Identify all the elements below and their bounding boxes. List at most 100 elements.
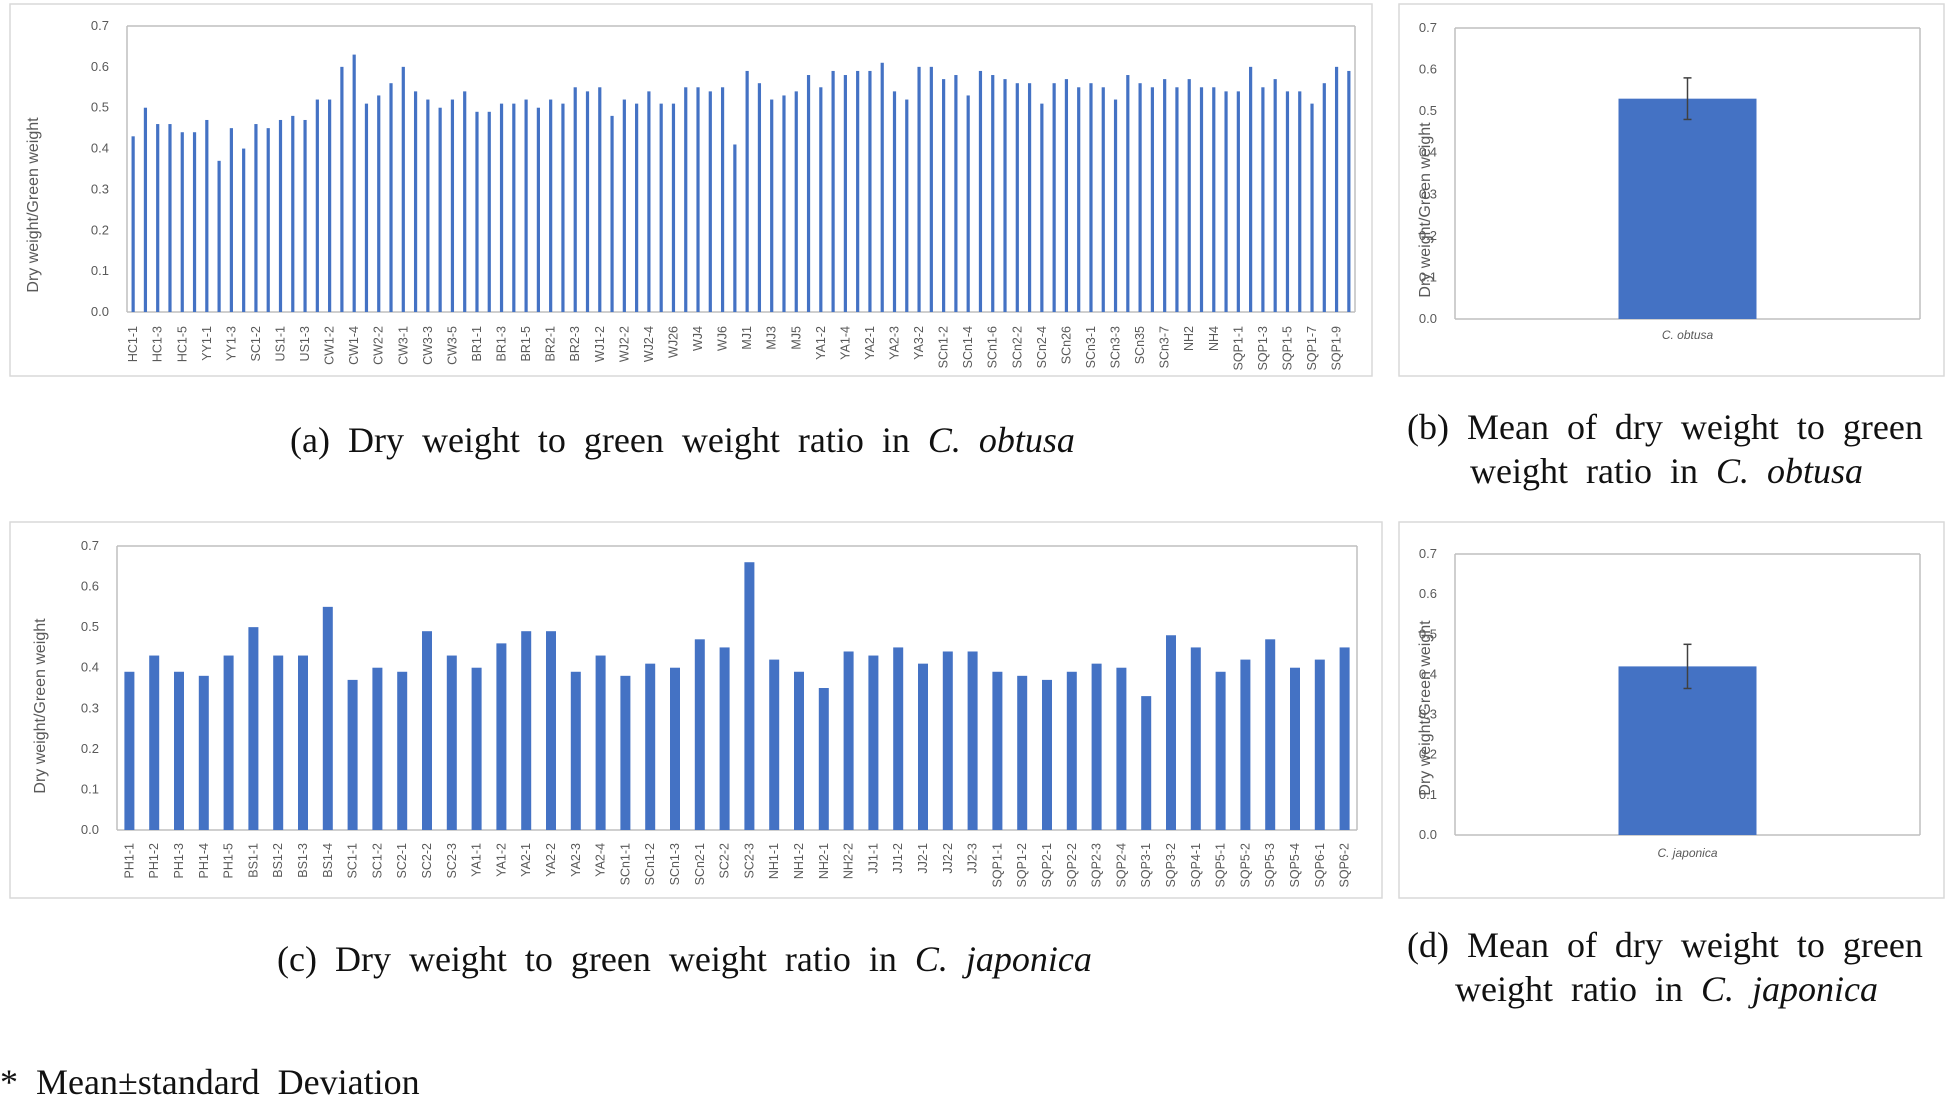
bar (1273, 79, 1277, 312)
x-tick-label: PH1-2 (147, 843, 161, 878)
x-tick-label: SQP6-1 (1313, 843, 1327, 888)
bar (205, 119, 209, 312)
bar (868, 70, 872, 312)
y-axis-title: Dry weight/Green weight (1417, 620, 1434, 796)
bar (475, 111, 479, 312)
caption-b: (b) Mean of dry weight to green weight r… (1407, 405, 1923, 493)
x-tick-label: JJ2-3 (966, 843, 980, 874)
y-tick-label: 0.0 (1419, 827, 1437, 842)
bar (180, 132, 184, 312)
bar (156, 124, 160, 312)
x-tick-label: NH4 (1207, 326, 1221, 351)
x-tick-label: MJ1 (740, 326, 754, 350)
bar (1334, 66, 1339, 312)
x-tick-label: BS1-4 (321, 843, 335, 878)
x-tick-label: SCn3-7 (1158, 326, 1172, 368)
x-tick-label: SQP2-3 (1090, 843, 1104, 888)
bar (1224, 91, 1228, 312)
bar (372, 667, 383, 830)
x-tick-label: HC1-5 (175, 326, 189, 362)
y-tick-label: 0.6 (91, 59, 109, 74)
x-tick-label: SCn1-3 (668, 843, 682, 885)
bar (1314, 659, 1325, 830)
y-tick-label: 0.4 (81, 660, 99, 675)
bar (733, 144, 737, 312)
bar (782, 95, 786, 312)
bar (1163, 79, 1167, 312)
x-tick-label: YA2-1 (519, 843, 533, 877)
caption-a: (a) Dry weight to green weight ratio in … (290, 418, 1075, 462)
bar (794, 671, 804, 830)
bar (229, 128, 233, 312)
bar (1042, 679, 1052, 830)
bar (561, 103, 565, 312)
bar (546, 631, 556, 830)
x-tick-label: SQP1-1 (1231, 326, 1245, 371)
x-tick-label: SCn2-4 (1035, 326, 1049, 368)
y-tick-label: 0.3 (1419, 707, 1437, 722)
bar (1166, 635, 1176, 830)
bar (499, 103, 504, 312)
bar (1116, 667, 1127, 830)
bar (942, 79, 946, 312)
caption-d-line1: (d) Mean of dry weight to green (1407, 925, 1923, 965)
bar (978, 70, 983, 312)
bar (806, 75, 811, 313)
x-tick-label: BR2-3 (568, 326, 582, 361)
x-tick-label: SC2-2 (718, 843, 732, 878)
bar (794, 91, 798, 312)
x-tick-label: SCn3-3 (1109, 326, 1123, 368)
bar (1017, 675, 1028, 830)
bar (1113, 99, 1118, 313)
bar (496, 643, 507, 830)
bar (389, 83, 393, 312)
x-tick-label: CW3-3 (421, 326, 435, 365)
bar (397, 671, 408, 830)
bar (585, 91, 590, 312)
x-tick-label: PH1-5 (222, 843, 236, 878)
y-tick-label: 0.2 (1419, 228, 1437, 243)
bar (929, 66, 933, 312)
bar (880, 62, 884, 313)
bar (1285, 91, 1290, 312)
bar (684, 87, 688, 313)
y-tick-label: 0.2 (91, 222, 109, 237)
x-tick-label: WJ1-2 (593, 326, 607, 362)
bar (1077, 87, 1081, 313)
bar (223, 655, 234, 830)
bar (1322, 83, 1326, 312)
bar (843, 651, 854, 830)
x-tick-label: CW3-1 (396, 326, 410, 365)
bar (1240, 659, 1251, 830)
bar (744, 562, 755, 830)
x-tick-label: SCn1-2 (643, 843, 657, 885)
bar (917, 66, 921, 312)
bar (670, 667, 680, 830)
x-tick-label: BR1-1 (470, 326, 484, 361)
bar (131, 136, 135, 312)
bar (620, 675, 631, 830)
y-tick-label: 0.5 (81, 619, 99, 634)
bar (719, 647, 730, 830)
y-tick-label: 0.2 (81, 741, 99, 756)
caption-d-species: C. japonica (1700, 969, 1878, 1009)
x-tick-label: NH2-1 (817, 843, 831, 879)
y-tick-label: 0.3 (91, 181, 109, 196)
bar (1089, 83, 1093, 312)
bar (905, 99, 909, 313)
bar (422, 631, 432, 830)
y-tick-label: 0.0 (1419, 311, 1437, 326)
x-tick-label: BS1-2 (271, 843, 285, 878)
x-tick-label: BR2-1 (544, 326, 558, 361)
y-tick-label: 0.5 (91, 100, 109, 115)
x-tick-label: SQP2-2 (1065, 843, 1079, 888)
bar (570, 671, 581, 830)
bar (1190, 647, 1201, 830)
bar (831, 70, 835, 312)
x-tick-label: WJ4 (691, 326, 705, 351)
x-tick-label: BS1-1 (246, 843, 260, 878)
bar (696, 87, 700, 313)
x-tick-label: SQP1-3 (1256, 326, 1270, 371)
y-tick-label: 0.3 (81, 700, 99, 715)
